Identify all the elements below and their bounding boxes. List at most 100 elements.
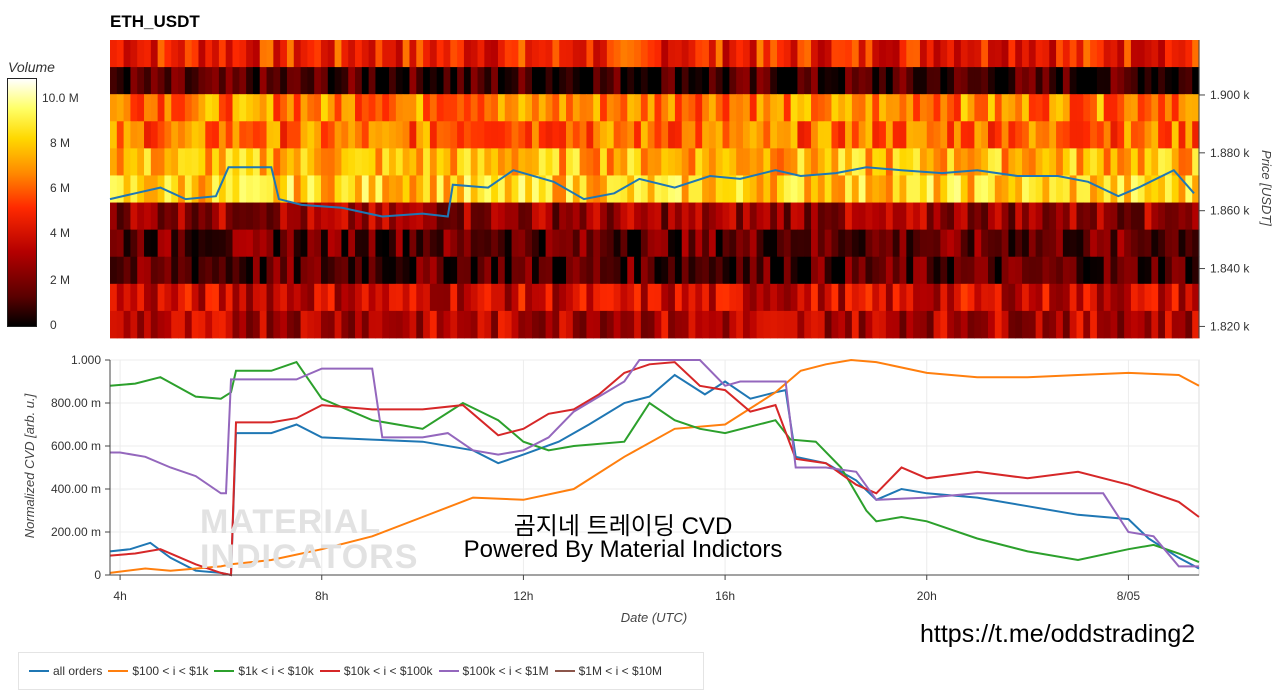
- heatmap-cell: [1008, 175, 1016, 203]
- heatmap-cell: [702, 175, 710, 203]
- heatmap-cell: [838, 175, 846, 203]
- heatmap-cell: [184, 283, 193, 312]
- heatmap-cell: [327, 283, 336, 312]
- heatmap-cell: [1028, 67, 1037, 95]
- heatmap-cell: [443, 256, 451, 285]
- heatmap-cell: [831, 310, 839, 339]
- heatmap-cell: [355, 229, 363, 258]
- heatmap-cell: [892, 121, 901, 149]
- heatmap-cell: [218, 67, 227, 95]
- heatmap-cell: [531, 229, 540, 258]
- heatmap-cell: [382, 283, 390, 312]
- heatmap-cell: [273, 256, 281, 285]
- heatmap-cell: [865, 67, 873, 95]
- legend-item[interactable]: all orders: [29, 664, 102, 678]
- heatmap-cell: [307, 175, 315, 203]
- heatmap-cell: [600, 175, 608, 203]
- heatmap-cell: [1083, 148, 1091, 176]
- heatmap-cell: [300, 229, 308, 258]
- heatmap-cell: [368, 67, 377, 95]
- heatmap-cell: [749, 67, 758, 95]
- heatmap-cell: [899, 202, 907, 231]
- heatmap-cell: [981, 175, 989, 203]
- heatmap-cell: [654, 229, 662, 258]
- legend-item[interactable]: $1M < i < $10M: [554, 664, 662, 678]
- legend-item[interactable]: $100k < i < $1M: [438, 664, 549, 678]
- heatmap-cell: [688, 256, 696, 285]
- heatmap-cell: [906, 94, 914, 122]
- heatmap-cell: [307, 121, 315, 149]
- heatmap-cell: [484, 256, 492, 285]
- heatmap-cell: [375, 283, 383, 312]
- heatmap-cell: [913, 94, 921, 122]
- heatmap-cell: [892, 94, 901, 122]
- heatmap-cell: [674, 202, 683, 231]
- heatmap-cell: [1158, 94, 1166, 122]
- heatmap-cell: [981, 256, 989, 285]
- heatmap-cell: [252, 94, 261, 122]
- legend-label: $1M < i < $10M: [578, 664, 662, 678]
- heatmap-cell: [579, 148, 588, 176]
- heatmap-cell: [450, 229, 458, 258]
- heatmap-cell: [763, 148, 771, 176]
- heatmap-cell: [953, 40, 962, 68]
- heatmap-cell: [1015, 202, 1023, 231]
- heatmap-cell: [1062, 310, 1071, 339]
- heatmap-cell: [865, 148, 873, 176]
- heatmap-cell: [715, 175, 724, 203]
- heatmap-cell: [334, 175, 343, 203]
- heatmap-cell: [906, 310, 914, 339]
- heatmap-cell: [763, 121, 771, 149]
- heatmap-cell: [851, 229, 860, 258]
- heatmap-cell: [259, 256, 268, 285]
- heatmap-cell: [790, 67, 799, 95]
- heatmap-cell: [797, 175, 805, 203]
- heatmap-cell: [654, 283, 662, 312]
- heatmap-cell: [879, 67, 887, 95]
- heatmap-cell: [320, 229, 329, 258]
- heatmap-cell: [1076, 175, 1084, 203]
- heatmap-cell: [137, 67, 145, 95]
- legend-item[interactable]: $1k < i < $10k: [214, 664, 314, 678]
- heatmap-cell: [940, 310, 948, 339]
- heatmap-cell: [967, 148, 975, 176]
- price-tick-label: 1.860 k: [1210, 204, 1250, 218]
- heatmap-cell: [1028, 283, 1037, 312]
- heatmap-cell: [627, 229, 635, 258]
- heatmap-cell: [484, 175, 492, 203]
- heatmap-cell: [804, 175, 812, 203]
- heatmap-cell: [811, 94, 819, 122]
- heatmap-cell: [1008, 121, 1016, 149]
- heatmap-cell: [777, 148, 785, 176]
- heatmap-cell: [491, 67, 499, 95]
- heatmap-cell: [654, 310, 662, 339]
- heatmap-cell: [831, 175, 839, 203]
- heatmap-cell: [327, 256, 336, 285]
- heatmap-cell: [450, 94, 458, 122]
- heatmap-cell: [899, 229, 907, 258]
- legend-item[interactable]: $100 < i < $1k: [108, 664, 208, 678]
- heatmap-cell: [477, 40, 485, 68]
- heatmap-cell: [559, 148, 567, 176]
- heatmap-cell: [586, 121, 594, 149]
- heatmap-cell: [1062, 94, 1071, 122]
- heatmap-cell: [1056, 175, 1064, 203]
- heatmap-cell: [606, 148, 615, 176]
- heatmap-cell: [981, 229, 989, 258]
- heatmap-cell: [906, 229, 914, 258]
- heatmap-cell: [531, 310, 540, 339]
- heatmap-cell: [783, 202, 792, 231]
- heatmap-cell: [811, 229, 819, 258]
- heatmap-cell: [988, 40, 996, 68]
- heatmap-cell: [1137, 94, 1146, 122]
- legend-item[interactable]: $10k < i < $100k: [319, 664, 433, 678]
- heatmap-cell: [402, 175, 411, 203]
- heatmap-cell: [341, 67, 349, 95]
- heatmap-cell: [1124, 283, 1132, 312]
- heatmap-cell: [919, 283, 928, 312]
- heatmap-cell: [266, 310, 274, 339]
- heatmap-cell: [1056, 67, 1064, 95]
- telegram-link[interactable]: https://t.me/oddstrading2: [920, 620, 1196, 648]
- heatmap-cell: [402, 310, 411, 339]
